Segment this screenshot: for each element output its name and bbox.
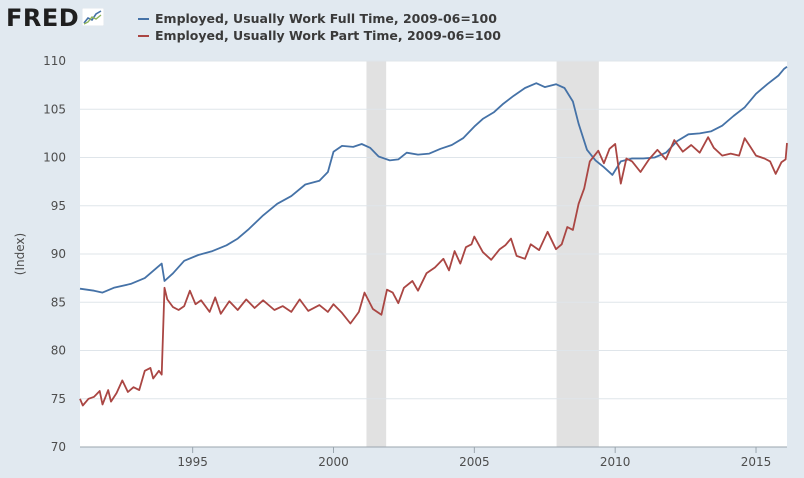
x-tick-label-2010: 2010	[600, 455, 631, 469]
x-tick-label-2015: 2015	[741, 455, 772, 469]
legend-item-full-time[interactable]: Employed, Usually Work Full Time, 2009-0…	[138, 10, 501, 27]
y-tick-label-80: 80	[51, 344, 66, 358]
series-line-part-time	[79, 136, 788, 407]
y-tick-label-70: 70	[51, 440, 66, 454]
y-tick-label-110: 110	[43, 54, 66, 68]
legend-label-part-time: Employed, Usually Work Part Time, 2009-0…	[155, 28, 501, 43]
logo-text: FRED	[6, 4, 80, 32]
x-tick-label-2005: 2005	[459, 455, 490, 469]
legend-item-part-time[interactable]: Employed, Usually Work Part Time, 2009-0…	[138, 27, 501, 44]
y-tick-label-90: 90	[51, 247, 66, 261]
series-line-full-time	[79, 66, 788, 294]
y-tick-label-75: 75	[51, 392, 66, 406]
x-tick-label-1995: 1995	[177, 455, 208, 469]
header: FRED Employed, Usually Work Full Time, 2…	[0, 0, 804, 52]
y-tick-label-85: 85	[51, 295, 66, 309]
y-tick-label-95: 95	[51, 199, 66, 213]
y-tick-label-100: 100	[43, 151, 66, 165]
x-tick-label-2000: 2000	[318, 455, 349, 469]
legend-label-full-time: Employed, Usually Work Full Time, 2009-0…	[155, 11, 497, 26]
legend-swatch-part-time	[138, 34, 149, 37]
legend: Employed, Usually Work Full Time, 2009-0…	[138, 10, 501, 44]
legend-swatch-full-time	[138, 17, 149, 20]
y-tick-label-105: 105	[43, 102, 66, 116]
y-axis-label: (Index)	[13, 233, 27, 275]
